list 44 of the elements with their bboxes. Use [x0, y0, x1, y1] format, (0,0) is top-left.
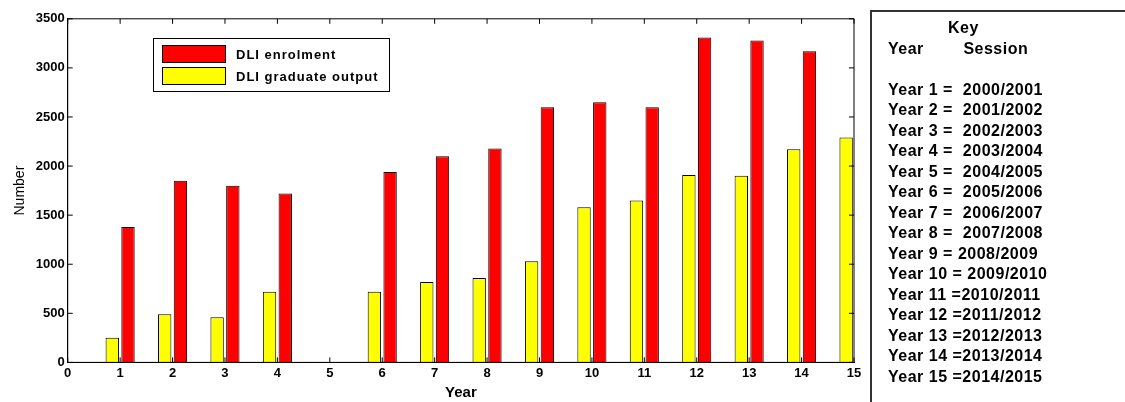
x-tick-label: 12 [689, 364, 704, 380]
text: Year 15 =2014/2015 [888, 366, 1044, 387]
x-tick-label: 8 [483, 364, 491, 380]
x-tick-label: 3 [221, 364, 229, 380]
text: Year 11 =2010/2011 [888, 284, 1042, 305]
x-tick-label: 13 [741, 364, 757, 380]
text: Year 4 = 2003/2004 [888, 141, 1044, 161]
y-tick-label: 1000 [35, 255, 65, 271]
x-axis-title: Year [445, 383, 477, 401]
y-tick-label: 2000 [35, 157, 65, 173]
x-tick-label: 10 [584, 364, 600, 380]
text: Year 3 = 2002/2003 [888, 120, 1044, 141]
text: Year 6 = 2005/2006 [888, 182, 1044, 202]
text: Year 14 =2013/2014 [888, 346, 1044, 366]
y-tick-label: 3000 [35, 59, 65, 75]
text: Year 10 = 2009/2010 [888, 264, 1049, 284]
x-tick-label: 2 [168, 364, 177, 380]
text: Year 1 = 2000/2001 [888, 79, 1044, 100]
text: Year 5 = 2004/2005 [888, 161, 1044, 182]
x-tick-label: 14 [794, 364, 810, 380]
x-tick-label: 6 [378, 364, 386, 380]
y-tick-label: 3500 [35, 10, 65, 26]
x-tick-label: 9 [535, 364, 544, 380]
y-axis-title: Number [11, 165, 28, 216]
text: Year 2 = 2001/2002 [888, 100, 1044, 120]
x-tick-label: 5 [326, 364, 334, 380]
y-tick-label: 500 [43, 304, 65, 320]
y-tick-label: 0 [57, 353, 65, 369]
x-tick-label: 1 [116, 364, 124, 380]
legend-label: DLI graduate output [236, 68, 379, 84]
x-tick-label: 4 [273, 364, 282, 380]
x-tick-label: 15 [846, 364, 862, 380]
text: Year 12 =2011/2012 [888, 305, 1043, 325]
text: Year 8 = 2007/2008 [888, 223, 1044, 243]
text: Key [947, 18, 980, 38]
text: Year Session [888, 38, 1030, 59]
text: Year 7 = 2006/2007 [888, 202, 1044, 223]
y-tick-label: 1500 [35, 206, 65, 222]
y-tick-label: 2500 [35, 108, 65, 124]
x-tick-label: 11 [637, 364, 652, 380]
text: Year 9 = 2008/2009 [888, 243, 1040, 264]
legend-label: DLI enrolment [236, 46, 337, 62]
x-tick-label: 7 [431, 364, 439, 380]
text: Year 13 =2012/2013 [888, 325, 1044, 346]
